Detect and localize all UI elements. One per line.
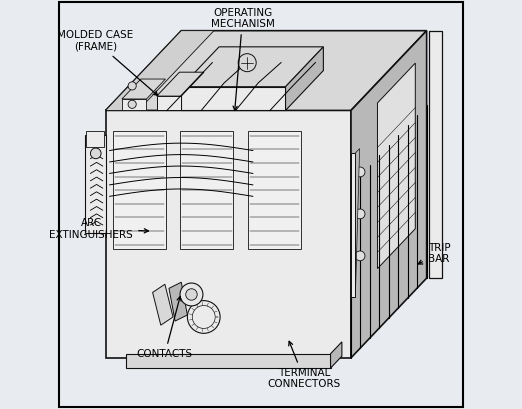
Circle shape: [355, 167, 365, 177]
Polygon shape: [152, 284, 173, 325]
Polygon shape: [377, 63, 416, 269]
Polygon shape: [429, 31, 442, 278]
Text: TERMINAL
CONNECTORS: TERMINAL CONNECTORS: [267, 341, 340, 389]
Circle shape: [355, 251, 365, 261]
Circle shape: [90, 148, 101, 159]
Polygon shape: [351, 148, 360, 297]
Polygon shape: [105, 110, 351, 358]
Text: TRIP
BAR: TRIP BAR: [418, 243, 450, 264]
Polygon shape: [286, 47, 323, 110]
Circle shape: [238, 54, 256, 72]
Polygon shape: [181, 47, 323, 87]
Text: MOLDED CASE
(FRAME): MOLDED CASE (FRAME): [57, 30, 158, 95]
Polygon shape: [181, 87, 286, 110]
Polygon shape: [122, 99, 147, 110]
Polygon shape: [248, 131, 301, 249]
Polygon shape: [122, 79, 165, 99]
Text: CONTACTS: CONTACTS: [137, 297, 193, 359]
Polygon shape: [105, 31, 426, 110]
Polygon shape: [181, 131, 233, 249]
Bar: [86, 131, 104, 147]
Circle shape: [180, 283, 203, 306]
Polygon shape: [126, 354, 330, 368]
Circle shape: [355, 209, 365, 219]
Circle shape: [128, 100, 136, 108]
Polygon shape: [351, 31, 426, 358]
Circle shape: [186, 289, 197, 300]
Polygon shape: [113, 131, 165, 249]
Circle shape: [128, 82, 136, 90]
Polygon shape: [169, 282, 187, 321]
Polygon shape: [105, 31, 214, 110]
Polygon shape: [330, 342, 342, 368]
Text: OPERATING
MECHANISM: OPERATING MECHANISM: [211, 8, 275, 110]
Bar: [85, 135, 105, 233]
Polygon shape: [351, 153, 355, 297]
Polygon shape: [157, 96, 181, 110]
Text: ARC
EXTINGUISHERS: ARC EXTINGUISHERS: [50, 218, 148, 240]
Polygon shape: [157, 72, 204, 96]
